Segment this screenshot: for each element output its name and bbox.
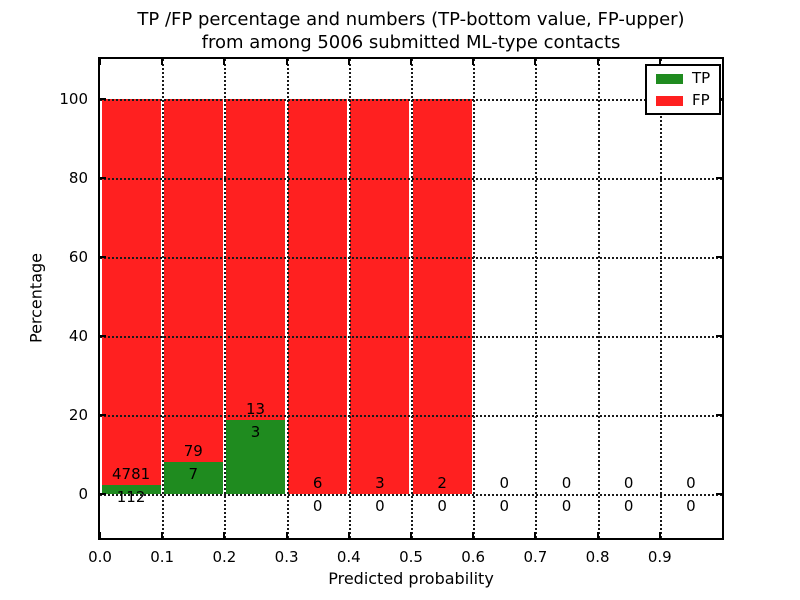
tp-bar [225,420,286,495]
tp-count-label: 0 [686,497,696,516]
x-tick-top [347,59,350,65]
y-tick-left [100,493,106,496]
fp-count-label: 3 [375,474,385,493]
legend-item-label: TP [692,69,711,87]
gridline-vertical [286,59,289,538]
fp-count-label: 6 [312,474,323,493]
x-tick-bottom [223,532,226,538]
y-tick-left [100,255,106,258]
y-tick-right [716,255,722,258]
x-tick-label: 0.3 [274,548,299,566]
gridline-vertical [473,59,476,538]
y-tick-right [716,414,722,417]
fp-bar [101,98,161,486]
x-tick-label: 0.5 [399,548,423,566]
tp-count-label: 0 [312,497,323,516]
gridline-vertical [659,59,662,538]
x-tick-top [161,59,164,65]
legend: TP FP [645,64,722,115]
y-tick-label: 60 [68,247,88,266]
x-tick-bottom [596,532,599,538]
y-tick-left [100,97,106,100]
y-tick-left [100,335,106,338]
x-tick-label: 0.7 [523,548,548,566]
y-tick-right [716,493,722,496]
fp-count-label: 0 [623,474,634,493]
y-tick-label: 100 [59,89,88,108]
gridline-vertical [535,59,538,538]
chart-title-line1: TP /FP percentage and numbers (TP-bottom… [137,9,685,30]
legend-item: TP [656,71,710,86]
plot-area: TP FP 4781 112 79 7 13 3 6 0 3 0 2 0 0 0 0 0 0 0 0 0 [98,57,724,540]
x-tick-top [99,59,101,65]
fp-bar [350,98,410,495]
x-tick-top [223,59,226,65]
gridline-vertical [597,59,600,538]
x-tick-label: 0.2 [212,548,237,566]
y-tick-label: 40 [68,327,88,346]
gridline-vertical [162,59,165,538]
y-tick-right [716,335,722,338]
fp-swatch-icon [656,95,683,106]
fp-count-label: 0 [499,474,510,493]
fp-bar [412,98,472,495]
y-tick-right [716,176,722,179]
tp-count-label: 112 [116,488,146,507]
x-tick-bottom [161,532,164,538]
x-tick-top [410,59,412,65]
tp-count-label: 0 [437,497,447,516]
x-tick-label: 0.6 [461,548,486,566]
x-tick-label: 0.0 [88,548,112,566]
fp-bar [225,98,286,421]
x-tick-bottom [285,532,288,538]
gridline-vertical [411,59,413,538]
y-tick-label: 20 [68,406,88,425]
x-tick-bottom [534,532,537,538]
fp-count-label: 0 [561,474,572,493]
x-tick-bottom [658,532,661,538]
y-tick-label: 80 [68,168,88,187]
tp-count-label: 7 [188,465,199,484]
chart-title-line2: from among 5006 submitted ML-type contac… [201,32,621,53]
x-tick-label: 0.8 [585,548,610,566]
y-tick-left [100,176,106,179]
chart-title: TP /FP percentage and numbers (TP-bottom… [100,8,722,54]
tp-count-label: 0 [623,497,634,516]
x-tick-top [658,59,661,65]
fp-count-label: 2 [437,474,447,493]
y-tick-left [100,414,106,417]
legend-item: FP [656,93,710,108]
x-tick-label: 0.9 [647,548,672,566]
x-tick-top [472,59,475,65]
x-tick-bottom [347,532,350,538]
x-axis-label: Predicted probability [328,569,494,588]
fp-count-label: 13 [245,400,266,419]
x-tick-top [534,59,537,65]
tp-count-label: 0 [375,497,385,516]
x-tick-top [596,59,599,65]
tp-bar [101,485,161,495]
x-tick-top [285,59,288,65]
fp-bar [288,98,348,495]
tp-count-label: 0 [561,497,572,516]
fp-count-label: 0 [686,474,696,493]
tp-count-label: 0 [499,497,510,516]
legend-item-label: FP [692,91,710,109]
x-tick-label: 0.1 [150,548,175,566]
y-tick-label: 0 [78,485,88,504]
x-tick-bottom [410,532,412,538]
gridline-vertical [224,59,227,538]
fp-count-label: 79 [183,442,203,461]
gridline-vertical [348,59,351,538]
tp-count-label: 3 [250,423,261,442]
x-tick-bottom [472,532,475,538]
tp-bar [163,462,223,495]
x-tick-label: 0.4 [336,548,361,566]
fp-bar [163,98,223,463]
fp-count-label: 4781 [112,465,151,484]
x-tick-bottom [99,532,101,538]
tp-swatch-icon [656,73,683,84]
